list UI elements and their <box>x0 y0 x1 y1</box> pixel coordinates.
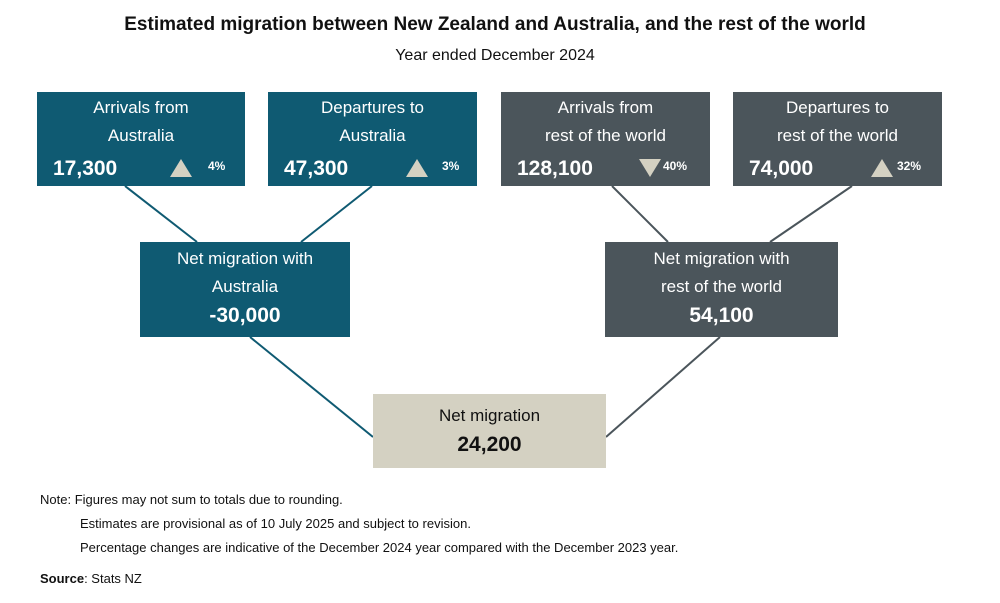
note-text: Figures may not sum to totals due to rou… <box>74 492 343 507</box>
box-label: Australia <box>339 126 406 145</box>
source-line: Source: Stats NZ <box>40 571 142 586</box>
box-label: Net migration with <box>176 249 314 268</box>
box-value: 54,100 <box>689 304 754 327</box>
connector <box>769 185 853 243</box>
triangle-up-icon <box>871 159 893 177</box>
departures-to-australia-box: Departures to Australia 47,300 3% <box>268 92 477 186</box>
source-label: Source <box>40 571 85 586</box>
connector <box>249 336 374 438</box>
connector <box>300 185 373 243</box>
note-line: Percentage changes are indicative of the… <box>80 540 679 555</box>
net-migration-australia-box: Net migration with Australia -30,000 <box>140 242 350 337</box>
box-label: rest of the world <box>545 126 666 145</box>
box-value: 24,200 <box>457 433 522 456</box>
box-label: rest of the world <box>661 277 782 296</box>
connector <box>605 336 721 438</box>
percent-change: 3% <box>442 159 460 173</box>
connector <box>611 185 669 243</box>
box-value: 74,000 <box>749 157 814 180</box>
box-label: Australia <box>211 277 279 296</box>
percent-change: 32% <box>897 159 922 173</box>
box-label: Arrivals from <box>93 98 189 117</box>
chart-subtitle: Year ended December 2024 <box>395 47 595 64</box>
net-migration-box: Net migration 24,200 <box>373 394 606 468</box>
box-label: Arrivals from <box>557 98 654 117</box>
triangle-up-icon <box>406 159 428 177</box>
percent-change: 4% <box>208 159 226 173</box>
box-label: Departures to <box>786 98 889 117</box>
percent-change: 40% <box>663 159 688 173</box>
chart-title: Estimated migration between New Zealand … <box>124 14 866 35</box>
box-label: Net migration with <box>653 249 790 268</box>
box-value: -30,000 <box>209 304 281 327</box>
arrivals-from-rest-of-world-box: Arrivals from rest of the world 128,100 … <box>501 92 710 186</box>
arrivals-from-australia-box: Arrivals from Australia 17,300 4% <box>37 92 245 186</box>
box-label: rest of the world <box>777 126 898 145</box>
note-line: Note: Figures may not sum to totals due … <box>40 492 343 507</box>
triangle-up-icon <box>170 159 192 177</box>
source-text: : Stats NZ <box>84 571 142 586</box>
net-migration-rest-of-world-box: Net migration with rest of the world 54,… <box>605 242 838 337</box>
note-label: Note: <box>40 492 72 507</box>
box-label: Net migration <box>438 406 541 425</box>
triangle-down-icon <box>639 159 661 177</box>
box-label: Australia <box>107 126 175 145</box>
connector <box>124 185 198 243</box>
note-line: Estimates are provisional as of 10 July … <box>80 516 471 531</box>
box-value: 17,300 <box>53 157 118 180</box>
box-label: Departures to <box>321 98 424 117</box>
box-value: 47,300 <box>284 157 349 180</box>
departures-to-rest-of-world-box: Departures to rest of the world 74,000 3… <box>733 92 942 186</box>
box-value: 128,100 <box>517 157 593 180</box>
